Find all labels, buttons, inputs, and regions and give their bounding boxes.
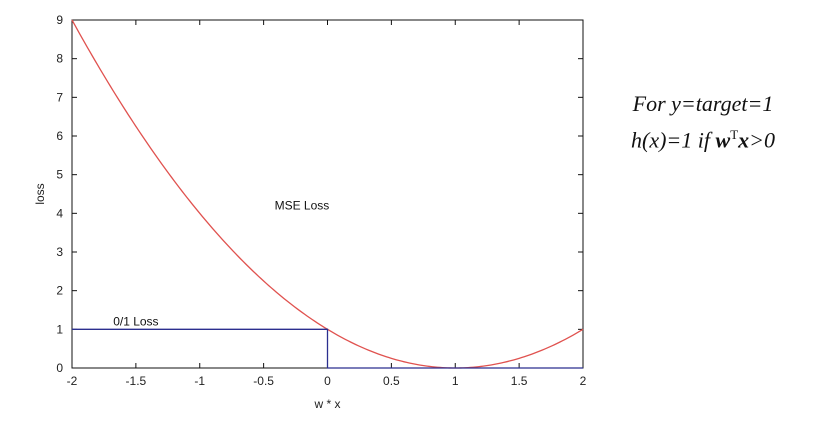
side-note-line-2: h(x)=1 if wTx>0 bbox=[598, 119, 808, 155]
y-tick-label: 8 bbox=[56, 52, 63, 66]
side-note-superscript: T bbox=[730, 127, 739, 142]
x-tick-label: 1 bbox=[452, 374, 459, 388]
side-note: For y=target=1 h(x)=1 if wTx>0 bbox=[598, 88, 808, 155]
side-note-line-1: For y=target=1 bbox=[632, 91, 774, 116]
side-note-suffix: >0 bbox=[749, 127, 775, 153]
y-tick-label: 0 bbox=[56, 361, 63, 375]
x-tick-label: 1.5 bbox=[511, 374, 528, 388]
y-tick-label: 2 bbox=[56, 284, 63, 298]
ticks-layer: -2 -1.5 -1 -0.5 0 0.5 1 1.5 2 0 1 2 3 4 5 6 7 8 9 bbox=[56, 13, 586, 388]
x-tick-label: 2 bbox=[580, 374, 587, 388]
y-tick-label: 9 bbox=[56, 13, 63, 27]
x-tick-label: -1.5 bbox=[126, 374, 147, 388]
x-tick-label: -0.5 bbox=[253, 374, 274, 388]
x-tick-label: 0.5 bbox=[383, 374, 400, 388]
y-tick-label: 3 bbox=[56, 245, 63, 259]
x-axis-label: w * x bbox=[313, 397, 340, 411]
y-tick-label: 6 bbox=[56, 129, 63, 143]
y-axis-label: loss bbox=[33, 183, 47, 204]
side-note-w: w bbox=[715, 127, 731, 153]
x-tick-label: -1 bbox=[194, 374, 205, 388]
annotation-layer: MSE Loss 0/1 Loss bbox=[113, 198, 329, 328]
y-tick-label: 4 bbox=[56, 206, 63, 220]
x-tick-label: -2 bbox=[67, 374, 78, 388]
series-line-01-loss bbox=[72, 328, 583, 369]
annotation-label: MSE Loss bbox=[275, 198, 330, 212]
side-note-x: x bbox=[738, 127, 750, 153]
y-tick-label: 7 bbox=[56, 90, 63, 104]
x-tick-label: 0 bbox=[324, 374, 331, 388]
y-tick-label: 5 bbox=[56, 168, 63, 182]
annotation-label: 0/1 Loss bbox=[113, 314, 158, 328]
side-note-prefix: h(x)=1 if bbox=[631, 127, 716, 153]
series-layer bbox=[71, 19, 584, 369]
y-tick-label: 1 bbox=[56, 322, 63, 336]
